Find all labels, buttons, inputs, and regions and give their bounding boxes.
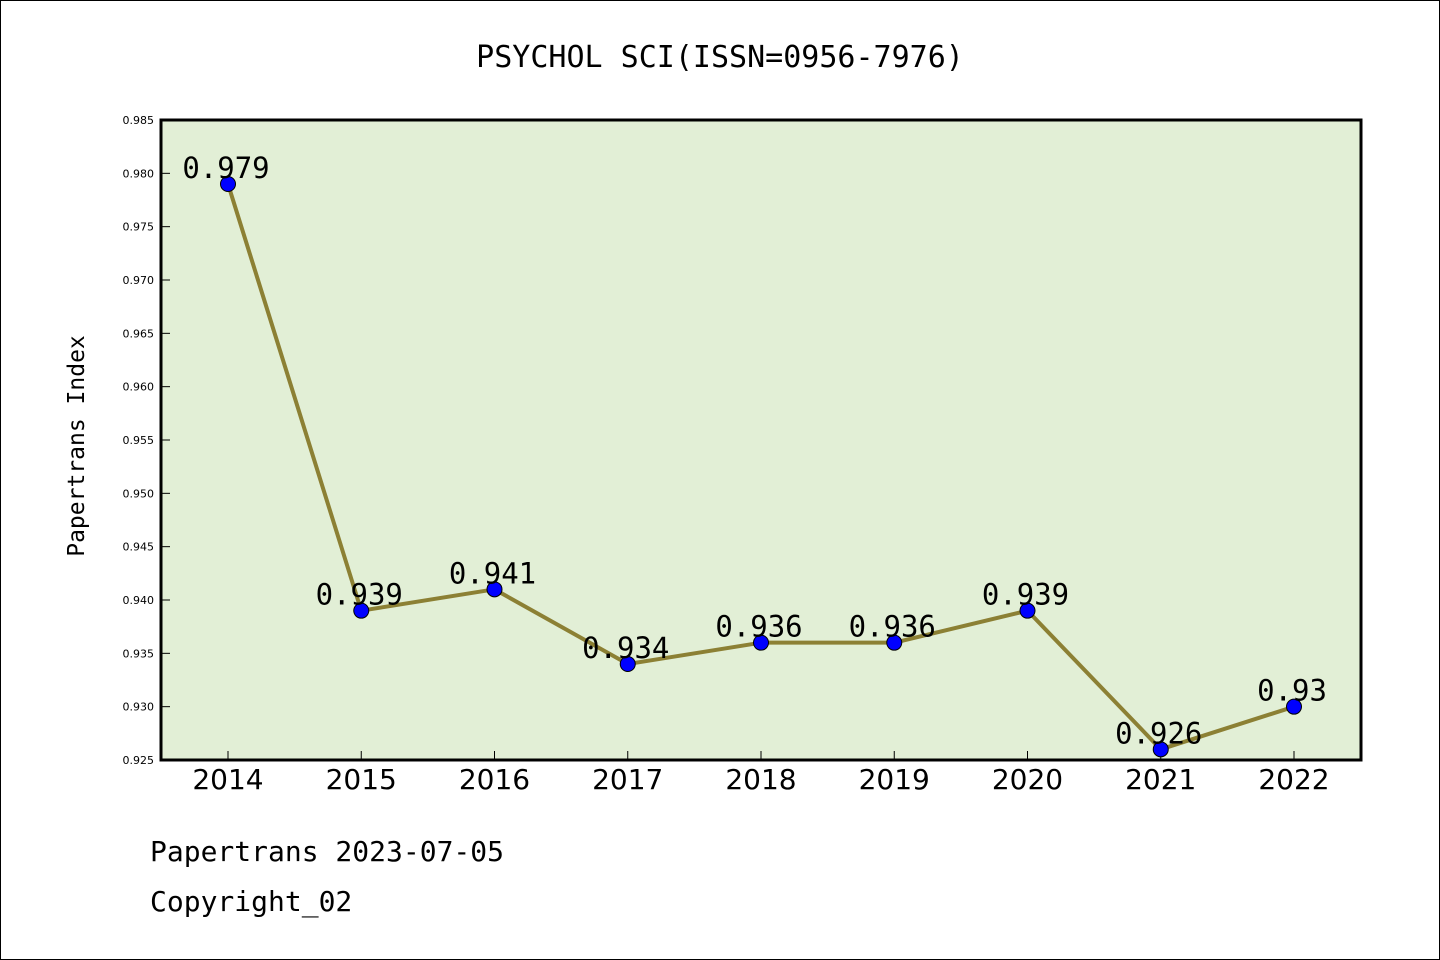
y-tick-label: 0.950 [123,487,155,500]
data-label: 0.939 [982,578,1069,612]
data-point [886,634,903,651]
data-point [1152,741,1169,758]
y-tick-label: 0.930 [123,701,155,714]
data-point [353,602,370,619]
y-axis: 0.925 0.930 0.935 0.940 0.945 0.950 0.955 0.960… [123,114,170,767]
data-point [1019,602,1036,619]
y-tick-label: 0.925 [123,754,155,767]
y-tick-label: 0.965 [123,327,155,340]
data-point [753,634,769,651]
data-point [619,656,636,672]
data-label: 0.941 [449,556,536,590]
data-markers [220,176,1302,758]
data-label: 0.936 [715,610,802,644]
data-point [220,176,236,192]
footer-date: Papertrans 2023-07-05 [150,835,505,868]
data-labels: 0.979 0.939 0.941 0.934 0.936 0.936 0.939 0.926… [182,151,1327,750]
data-point [1286,698,1302,715]
x-tick-label: 2016 [459,763,530,796]
x-tick-label: 2018 [725,763,796,796]
y-tick-label: 0.975 [123,221,155,234]
y-axis-label: Papertrans Index [64,335,90,557]
y-tick-label: 0.980 [123,167,155,180]
data-point [486,581,503,598]
y-tick-label: 0.940 [123,594,155,607]
x-tick-label: 2020 [992,763,1063,796]
footer-copyright: Copyright_02 [150,885,353,918]
data-label: 0.939 [316,578,403,612]
data-label: 0.926 [1115,716,1202,750]
data-label: 0.979 [182,151,269,185]
y-tick-label: 0.945 [123,541,155,554]
y-tick-label: 0.985 [123,114,155,127]
x-tick-label: 2017 [592,763,663,796]
data-label: 0.93 [1257,674,1327,708]
x-tick-label: 2019 [859,763,930,796]
y-tick-label: 0.960 [123,381,155,394]
y-tick-label: 0.970 [123,274,155,287]
y-tick-label: 0.935 [123,647,155,660]
x-tick-label: 2014 [192,763,263,796]
x-tick-label: 2022 [1258,763,1329,796]
chart-title: PSYCHOL SCI(ISSN=0956-7976) [476,40,964,75]
x-axis: 2014 2015 2016 2017 2018 2019 2020 2021 2022 [192,751,1330,796]
data-label: 0.936 [849,610,936,644]
x-tick-label: 2015 [326,763,397,796]
plot-area [159,118,1363,762]
data-label: 0.934 [582,631,669,665]
y-tick-label: 0.955 [123,434,155,447]
x-tick-label: 2021 [1125,763,1196,796]
